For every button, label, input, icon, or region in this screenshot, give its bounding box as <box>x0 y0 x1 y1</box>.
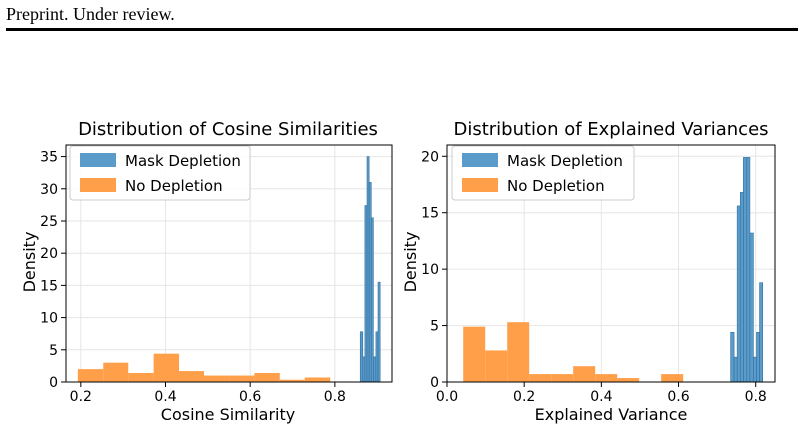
chart-title: Distribution of Cosine Similarities <box>78 119 378 140</box>
y-axis-label: Density <box>401 232 420 293</box>
y-tick-label: 10 <box>421 262 439 278</box>
mask-depletion-bar <box>753 356 757 383</box>
no-depletion-bar <box>661 374 684 382</box>
y-tick-label: 35 <box>40 150 58 166</box>
legend-label-mask: Mask Depletion <box>125 152 241 170</box>
mask-depletion-bar <box>756 332 760 383</box>
mask-depletion-bar <box>366 156 370 383</box>
no-depletion-bar <box>507 322 530 382</box>
mask-depletion-bar <box>375 331 379 383</box>
y-tick-label: 20 <box>40 246 58 262</box>
x-tick-label: 0.2 <box>70 389 92 405</box>
mask-depletion-bar <box>733 356 738 383</box>
x-tick-label: 0.2 <box>513 389 535 405</box>
legend-swatch-no <box>462 178 498 192</box>
chart-title: Distribution of Explained Variances <box>453 119 768 140</box>
y-tick-label: 15 <box>421 206 439 222</box>
mask-depletion-bar <box>759 282 763 383</box>
mask-depletion-bars <box>730 157 763 383</box>
y-tick-label: 10 <box>40 311 58 327</box>
y-tick-label: 25 <box>40 214 58 230</box>
mask-depletion-bar <box>364 205 368 383</box>
no-depletion-bar <box>529 374 552 382</box>
no-depletion-bar <box>229 375 255 382</box>
mask-depletion-bar <box>370 217 374 383</box>
y-tick-label: 5 <box>49 343 58 359</box>
x-tick-label: 0.0 <box>436 389 458 405</box>
mask-depletion-bar <box>373 356 377 383</box>
axis-ticks: 0.2 0.4 0.6 0.8 0 5 10 15 20 25 30 35 <box>40 150 346 405</box>
legend-label-no: No Depletion <box>125 177 223 195</box>
y-tick-label: 0 <box>430 375 439 391</box>
legend: Mask Depletion No Depletion <box>451 145 635 201</box>
mask-depletion-bar <box>368 182 372 383</box>
mask-depletion-bar <box>736 205 741 383</box>
x-tick-label: 0.4 <box>590 389 612 405</box>
mask-depletion-bar <box>730 332 735 383</box>
mask-depletion-bar <box>377 281 381 383</box>
x-tick-label: 0.8 <box>324 389 346 405</box>
mask-depletion-bar <box>359 331 364 383</box>
no-depletion-bar <box>463 326 486 382</box>
y-axis-label: Density <box>20 232 39 293</box>
y-tick-label: 30 <box>40 182 58 198</box>
no-depletion-bar <box>128 372 154 382</box>
x-tick-label: 0.6 <box>239 389 261 405</box>
mask-depletion-bar <box>739 192 744 383</box>
y-tick-label: 0 <box>49 375 58 391</box>
x-axis-label: Explained Variance <box>535 405 688 424</box>
legend-label-no: No Depletion <box>507 177 605 195</box>
mask-depletion-bar <box>743 157 748 383</box>
legend: Mask Depletion No Depletion <box>69 145 251 201</box>
header-rule <box>6 28 798 31</box>
legend-swatch-mask <box>462 153 498 167</box>
mask-depletion-bars <box>359 156 381 383</box>
no-depletion-bar <box>617 378 640 382</box>
no-depletion-bar <box>279 379 305 382</box>
axis-ticks: 0.0 0.2 0.4 0.6 0.8 0 5 10 15 20 <box>421 149 767 405</box>
x-axis-label: Cosine Similarity <box>161 405 295 424</box>
no-depletion-bar <box>595 374 618 382</box>
no-depletion-bar <box>254 372 280 382</box>
legend-swatch-mask <box>80 153 116 167</box>
legend-swatch-no <box>80 178 116 192</box>
legend-label-mask: Mask Depletion <box>507 152 623 170</box>
explained-variance-chart: Distribution of Explained Variances Expl… <box>401 119 776 424</box>
page-header: Preprint. Under review. <box>6 4 175 24</box>
x-tick-label: 0.8 <box>745 389 767 405</box>
y-tick-label: 15 <box>40 278 58 294</box>
plot-frame <box>65 144 393 383</box>
y-tick-label: 5 <box>430 319 439 335</box>
mask-depletion-bar <box>749 232 754 383</box>
no-depletion-bar <box>304 377 331 382</box>
mask-depletion-bar <box>746 157 751 383</box>
no-depletion-bar <box>103 362 129 382</box>
plot-frame <box>446 144 776 383</box>
no-depletion-bars <box>463 322 684 382</box>
no-depletion-bar <box>153 353 180 382</box>
no-depletion-bar <box>551 374 574 382</box>
no-depletion-bar <box>204 375 230 382</box>
x-tick-label: 0.4 <box>154 389 176 405</box>
no-depletion-bar <box>179 371 205 382</box>
no-depletion-bars <box>77 353 331 382</box>
no-depletion-bar <box>485 350 508 382</box>
no-depletion-bar <box>573 366 596 382</box>
cosine-similarity-chart: Distribution of Cosine Similarities Cosi… <box>20 119 393 424</box>
y-tick-label: 20 <box>421 149 439 165</box>
x-tick-label: 0.6 <box>667 389 689 405</box>
mask-depletion-bar <box>362 356 366 383</box>
no-depletion-bar <box>77 369 104 382</box>
